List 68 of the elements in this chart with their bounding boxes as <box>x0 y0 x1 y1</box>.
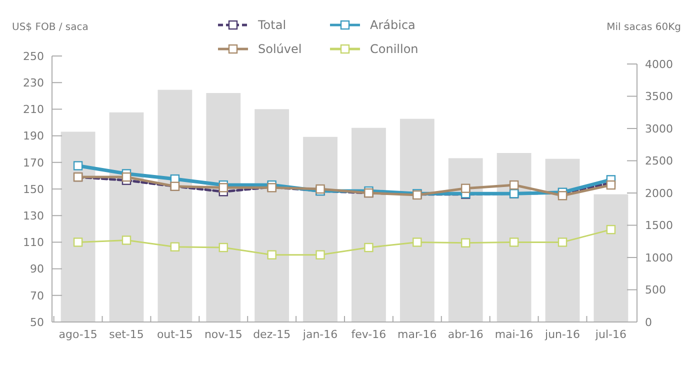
y-tick-label: 170 <box>23 156 44 170</box>
bar <box>206 93 241 322</box>
y2-tick-label: 500 <box>645 284 666 297</box>
bar <box>254 109 290 322</box>
point <box>267 250 276 260</box>
y-axis-title: US$ FOB / saca <box>12 22 88 33</box>
bar <box>109 112 144 322</box>
bar <box>496 153 532 322</box>
x-tick-label: jul-16 <box>594 328 626 341</box>
point <box>606 224 616 234</box>
y2-tick-label: 3000 <box>645 122 673 136</box>
x-tick-label: mar-16 <box>398 328 437 341</box>
bar <box>60 132 96 322</box>
y-tick-label: 130 <box>23 209 44 222</box>
y-tick-label: 230 <box>23 76 44 90</box>
x-tick-label: mai-16 <box>494 328 534 341</box>
x-tick-label: fev-16 <box>351 328 386 341</box>
point <box>558 238 568 247</box>
point <box>122 236 132 245</box>
point <box>461 238 470 248</box>
point <box>73 238 83 247</box>
point <box>218 183 228 192</box>
bar <box>400 118 434 322</box>
bar <box>594 194 628 322</box>
point <box>316 250 325 260</box>
bar <box>303 136 338 322</box>
y2-tick-label: 1000 <box>645 251 673 264</box>
x-tick-label: jun-16 <box>544 328 580 341</box>
bar <box>448 158 483 322</box>
x-tick-label: abr-16 <box>448 328 484 341</box>
y2-tick-label: 1500 <box>645 219 673 232</box>
y2-tick-label: 2000 <box>645 186 673 200</box>
point <box>218 242 228 252</box>
x-tick-label: set-15 <box>109 328 144 341</box>
legend-label: Total <box>257 18 286 32</box>
bar <box>352 128 386 322</box>
y2-tick-label: 4000 <box>645 58 673 71</box>
y2-tick-label: 0 <box>645 316 652 329</box>
point <box>509 238 519 247</box>
point <box>558 191 568 200</box>
y-tick-label: 50 <box>30 316 44 329</box>
point <box>73 161 83 170</box>
x-tick-label: out-15 <box>156 328 193 341</box>
y-tick-label: 190 <box>23 130 44 143</box>
x-tick-label: nov-15 <box>204 328 242 341</box>
y-tick-label: 110 <box>23 236 44 250</box>
bar <box>158 90 192 322</box>
point <box>170 242 180 252</box>
point <box>412 238 422 247</box>
bar <box>545 158 580 322</box>
legend-label: Conillon <box>370 42 418 56</box>
y-tick-label: 250 <box>23 50 44 63</box>
legend-label: Solúvel <box>258 42 302 56</box>
legend-label: Arábica <box>370 18 416 32</box>
y-tick-label: 70 <box>30 289 44 302</box>
point <box>461 184 470 193</box>
point <box>122 172 132 182</box>
y-tick-label: 210 <box>23 103 44 116</box>
y-tick-label: 90 <box>30 262 44 276</box>
y-tick-label: 150 <box>23 182 44 196</box>
point <box>364 242 374 252</box>
y2-tick-label: 3500 <box>645 90 673 104</box>
x-tick-label: dez-15 <box>253 328 291 341</box>
y2-axis-title: Mil sacas 60Kg <box>606 22 681 33</box>
point <box>509 180 519 190</box>
x-tick-label: ago-15 <box>58 328 98 341</box>
x-tick-label: jan-16 <box>302 328 338 341</box>
y2-tick-label: 2500 <box>645 154 673 168</box>
